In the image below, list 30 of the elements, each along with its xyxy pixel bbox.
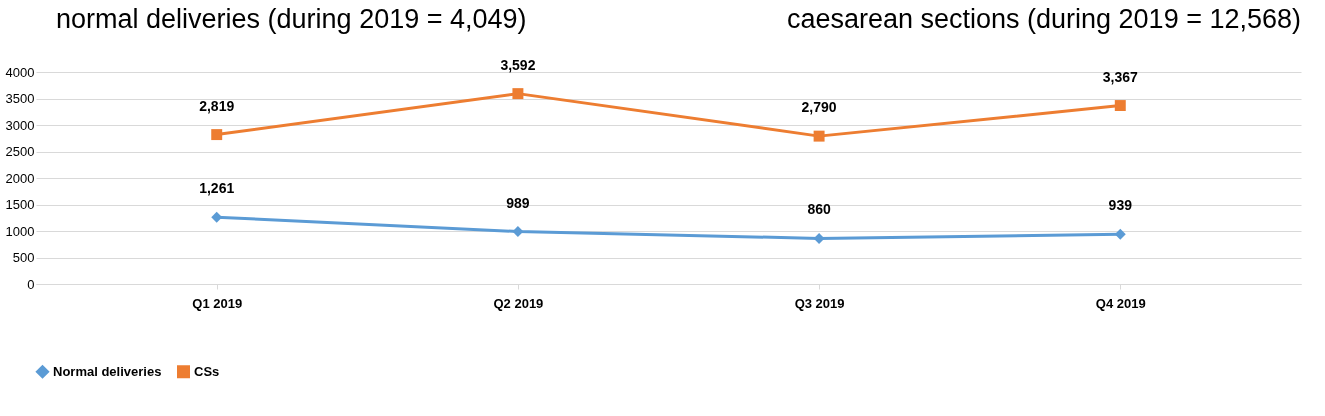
- x-tick-label: Q2 2019: [493, 295, 544, 311]
- y-tick-label: 0: [27, 276, 35, 292]
- x-tick-label: Q3 2019: [794, 295, 845, 311]
- data-label: 3,592: [500, 56, 536, 73]
- y-tick-label: 1500: [5, 197, 35, 212]
- y-tick-label: 2500: [5, 144, 35, 159]
- y-tick-label: 4000: [5, 64, 35, 80]
- data-label: 1,261: [199, 180, 235, 197]
- y-tick-label: 2000: [5, 170, 35, 186]
- y-tick-label: 3500: [5, 91, 35, 106]
- legend-label: Normal deliveries: [53, 363, 162, 379]
- x-tick-label: Q4 2019: [1095, 295, 1146, 311]
- data-label: 989: [506, 194, 530, 211]
- y-tick-label: 500: [12, 250, 35, 265]
- data-label: 2,790: [801, 99, 837, 116]
- y-tick-label: 3000: [5, 117, 35, 133]
- data-label: 939: [1108, 197, 1133, 214]
- data-label: 3,367: [1102, 68, 1139, 85]
- chart-subtitle: caesarean sections (during 2019 = 12,568): [786, 4, 1301, 34]
- legend-label: CSs: [194, 363, 220, 379]
- point: [211, 129, 223, 141]
- point: [512, 88, 524, 100]
- data-label: 860: [807, 201, 831, 218]
- point: [1114, 100, 1126, 112]
- point: [813, 130, 825, 142]
- data-label: 2,819: [199, 97, 235, 114]
- y-tick-label: 1000: [5, 223, 35, 239]
- chart-title: normal deliveries (during 2019 = 4,049): [56, 4, 527, 34]
- x-tick-label: Q1 2019: [192, 295, 243, 311]
- point: [512, 226, 524, 238]
